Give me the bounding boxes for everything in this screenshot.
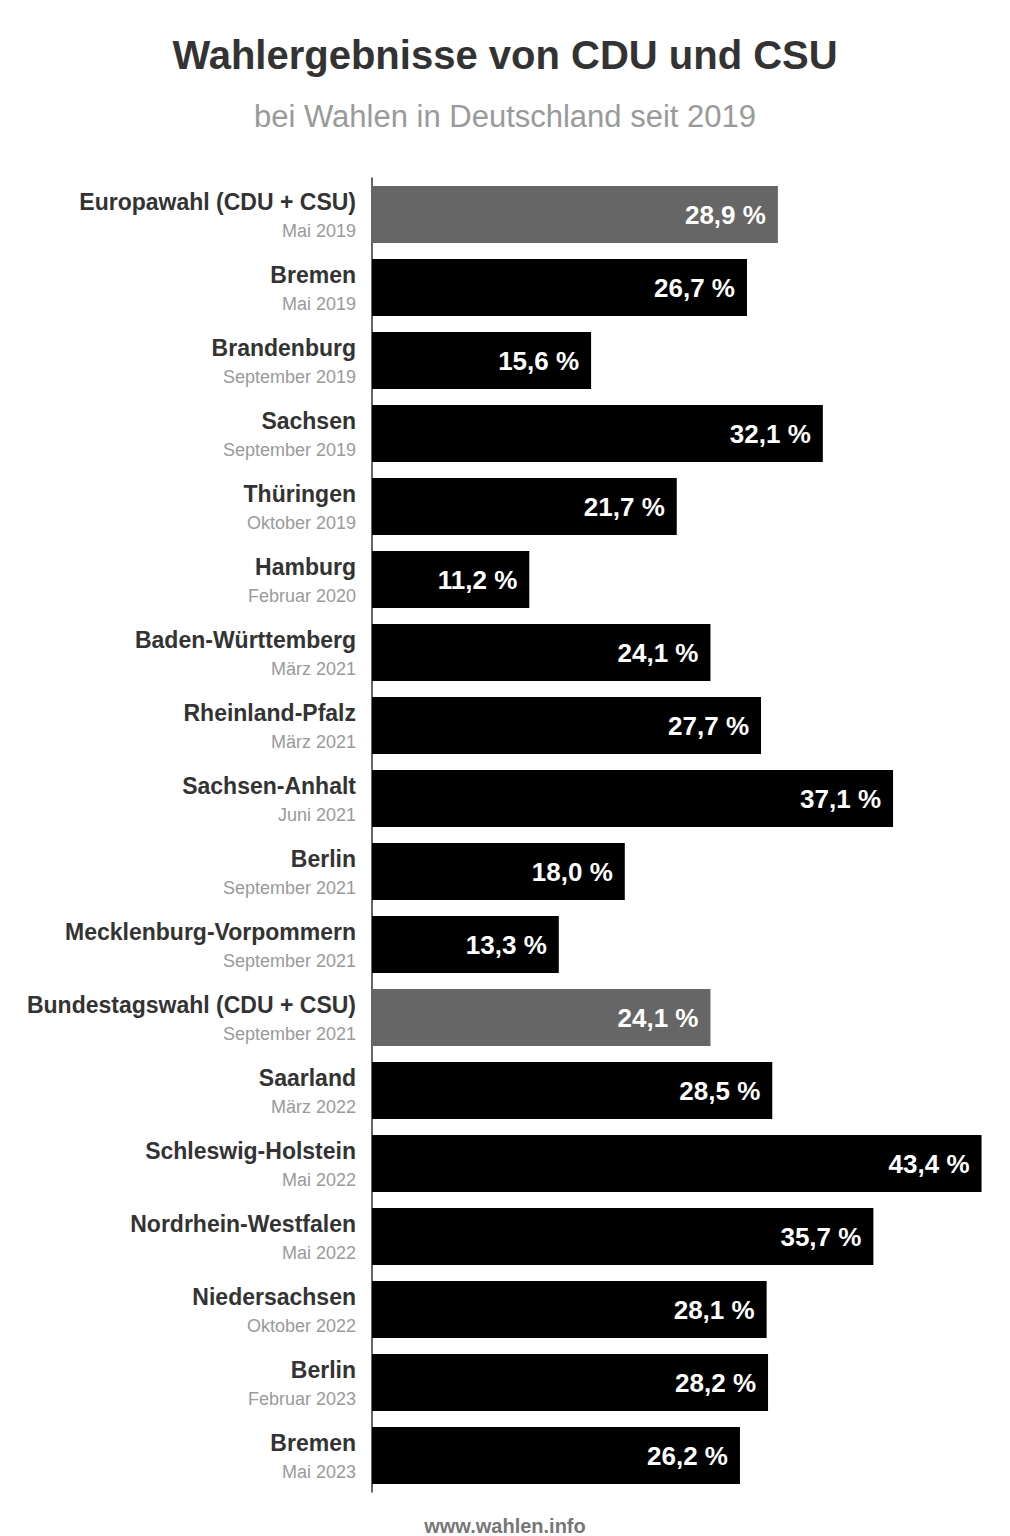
svg-text:28,1 %: 28,1 % [674,1295,755,1325]
svg-text:Bremen: Bremen [270,262,356,288]
svg-text:Berlin: Berlin [291,846,356,872]
svg-text:Bremen: Bremen [270,1430,356,1456]
svg-text:24,1 %: 24,1 % [618,638,699,668]
svg-text:26,2 %: 26,2 % [647,1441,728,1471]
svg-text:Bundestagswahl (CDU + CSU): Bundestagswahl (CDU + CSU) [27,992,356,1018]
svg-text:28,9 %: 28,9 % [685,200,766,230]
svg-text:18,0 %: 18,0 % [532,857,613,887]
svg-text:21,7 %: 21,7 % [584,492,665,522]
svg-text:bei Wahlen in Deutschland seit: bei Wahlen in Deutschland seit 2019 [254,99,756,134]
svg-text:März 2022: März 2022 [271,1097,356,1117]
svg-text:11,2 %: 11,2 % [438,565,518,595]
svg-text:Oktober 2022: Oktober 2022 [247,1316,356,1336]
svg-text:Europawahl (CDU + CSU): Europawahl (CDU + CSU) [79,189,356,215]
svg-text:Niedersachsen: Niedersachsen [192,1284,356,1310]
svg-text:Februar 2023: Februar 2023 [248,1389,356,1409]
svg-text:Sachsen: Sachsen [261,408,356,434]
svg-text:28,2 %: 28,2 % [675,1368,756,1398]
svg-text:26,7 %: 26,7 % [654,273,735,303]
svg-text:24,1 %: 24,1 % [618,1003,699,1033]
svg-text:Brandenburg: Brandenburg [212,335,356,361]
svg-text:Februar 2020: Februar 2020 [248,586,356,606]
svg-text:28,5 %: 28,5 % [679,1076,760,1106]
svg-text:Mai 2022: Mai 2022 [282,1243,356,1263]
svg-text:27,7 %: 27,7 % [668,711,749,741]
svg-text:Baden-Württemberg: Baden-Württemberg [135,627,356,653]
svg-text:September 2021: September 2021 [223,1024,356,1044]
svg-text:März 2021: März 2021 [271,732,356,752]
svg-text:Thüringen: Thüringen [244,481,356,507]
svg-text:September 2021: September 2021 [223,878,356,898]
svg-text:Sachsen-Anhalt: Sachsen-Anhalt [182,773,356,799]
svg-text:37,1 %: 37,1 % [800,784,881,814]
svg-text:Mai 2022: Mai 2022 [282,1170,356,1190]
svg-text:Hamburg: Hamburg [255,554,356,580]
svg-text:Mai 2019: Mai 2019 [282,221,356,241]
svg-text:September 2019: September 2019 [223,367,356,387]
svg-text:Mai 2019: Mai 2019 [282,294,356,314]
svg-text:September 2019: September 2019 [223,440,356,460]
svg-text:Berlin: Berlin [291,1357,356,1383]
svg-text:Mecklenburg-Vorpommern: Mecklenburg-Vorpommern [65,919,356,945]
svg-text:Schleswig-Holstein: Schleswig-Holstein [145,1138,356,1164]
svg-text:Juni 2021: Juni 2021 [278,805,356,825]
svg-text:Rheinland-Pfalz: Rheinland-Pfalz [183,700,356,726]
svg-text:September 2021: September 2021 [223,951,356,971]
svg-text:Oktober 2019: Oktober 2019 [247,513,356,533]
svg-text:Saarland: Saarland [259,1065,356,1091]
svg-text:43,4 %: 43,4 % [889,1149,970,1179]
svg-text:Wahlergebnisse von CDU und CSU: Wahlergebnisse von CDU und CSU [172,33,837,77]
svg-text:13,3 %: 13,3 % [466,930,547,960]
svg-text:Mai 2023: Mai 2023 [282,1462,356,1482]
svg-text:35,7 %: 35,7 % [780,1222,861,1252]
svg-text:15,6 %: 15,6 % [498,346,579,376]
svg-text:www.wahlen.info: www.wahlen.info [423,1515,585,1536]
svg-text:Nordrhein-Westfalen: Nordrhein-Westfalen [130,1211,356,1237]
svg-text:32,1 %: 32,1 % [730,419,811,449]
svg-text:März 2021: März 2021 [271,659,356,679]
